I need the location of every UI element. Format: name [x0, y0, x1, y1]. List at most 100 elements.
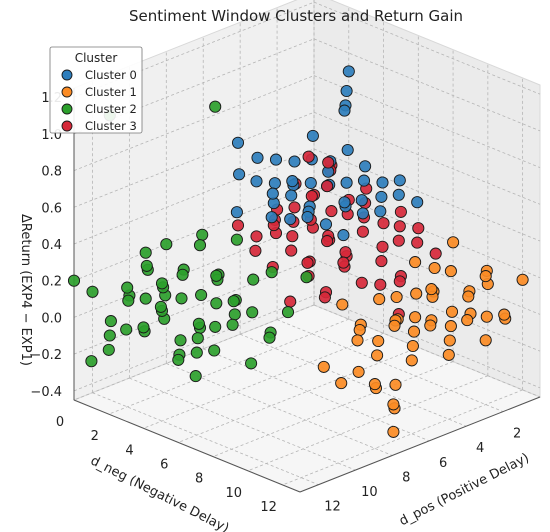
legend-label-2: Cluster 2 [85, 102, 137, 116]
point-cluster-3-40 [305, 190, 318, 203]
point-cluster-1-20 [443, 334, 456, 347]
grid-floor-y-3 [178, 347, 419, 443]
point-cluster-3-47 [250, 230, 263, 243]
point-cluster-2-49 [209, 100, 222, 113]
point-cluster-1-24 [498, 308, 511, 321]
point-cluster-1-0 [428, 261, 441, 275]
point-cluster-1-10 [372, 334, 385, 348]
point-cluster-2-3 [104, 315, 117, 328]
legend-box [49, 46, 143, 134]
xtick-3: 6 [439, 456, 447, 471]
point-cluster-2-50 [193, 239, 207, 252]
xtick-4: 8 [402, 471, 410, 486]
ytick-4: 8 [195, 472, 203, 487]
point-cluster-0-9 [250, 175, 263, 188]
point-cluster-0-43 [230, 206, 243, 219]
point-cluster-0-4 [233, 168, 246, 181]
point-cluster-1-25 [479, 334, 492, 347]
point-cluster-3-16 [429, 247, 442, 260]
point-cluster-2-11 [176, 268, 189, 281]
ytick-6: 12 [260, 500, 277, 515]
point-cluster-0-20 [376, 176, 389, 189]
point-cluster-2-35 [281, 306, 295, 319]
point-cluster-3-19 [374, 278, 387, 291]
ytick-2: 4 [125, 443, 133, 458]
point-cluster-1-30 [317, 360, 330, 373]
grid-floor-y-6 [282, 389, 523, 486]
point-cluster-0-25 [393, 174, 406, 187]
ytick-3: 6 [160, 458, 168, 473]
point-cluster-1-23 [388, 319, 401, 332]
point-cluster-0-33 [355, 194, 368, 207]
point-cluster-1-47 [479, 270, 492, 283]
point-cluster-2-34 [190, 346, 203, 359]
point-cluster-3-48 [231, 219, 245, 232]
grid-wall-z-b-7 [313, 38, 541, 132]
zaxis-label: ΔReturn (EXP4 − EXP1) [18, 214, 33, 366]
scatter-points [67, 65, 529, 438]
ztick-1: −0.2 [30, 348, 62, 363]
point-cluster-2-9 [103, 329, 116, 342]
point-cluster-3-53 [284, 295, 297, 308]
point-cluster-1-5 [336, 298, 349, 311]
point-cluster-3-26 [286, 230, 299, 243]
legend-title: Cluster [75, 51, 118, 65]
point-cluster-1-26 [461, 314, 474, 327]
point-cluster-2-17 [175, 292, 188, 305]
grid-floor-x-3 [203, 348, 430, 442]
point-cluster-0-0 [306, 129, 319, 142]
point-cluster-3-11 [339, 246, 352, 259]
point-cluster-1-17 [371, 349, 384, 362]
point-cluster-2-42 [137, 321, 150, 334]
point-cluster-1-29 [405, 354, 418, 367]
point-cluster-0-12 [304, 176, 317, 190]
point-cluster-1-42 [425, 283, 438, 296]
ztick-2: 0.0 [41, 311, 62, 326]
point-cluster-3-4 [377, 217, 390, 230]
grid-floor-x-1 [276, 319, 504, 412]
point-cluster-1-41 [444, 265, 457, 278]
point-cluster-3-21 [325, 205, 338, 218]
grid-wall-z-a-7 [73, 38, 315, 135]
grid-floor-x-2 [240, 333, 467, 427]
point-cluster-0-30 [411, 196, 424, 209]
xtick-6: 12 [324, 500, 341, 515]
grid-floor-x-4 [166, 363, 393, 456]
xtick-1: 2 [513, 427, 521, 442]
point-cluster-0-42 [301, 210, 314, 224]
point-cluster-1-11 [353, 323, 366, 337]
point-cluster-1-15 [407, 325, 421, 338]
point-cluster-3-36 [301, 256, 314, 269]
grid-wall-z-b-2 [313, 222, 541, 315]
point-cluster-1-34 [387, 398, 400, 411]
point-cluster-3-13 [393, 220, 406, 233]
legend-marker-3 [61, 120, 73, 132]
yaxis-line [73, 399, 301, 493]
point-cluster-3-55 [321, 180, 334, 193]
point-cluster-3-37 [318, 291, 331, 304]
xtick-5: 10 [361, 485, 378, 500]
point-cluster-3-34 [249, 244, 262, 257]
chart-title: Sentiment Window Clusters and Return Gai… [129, 7, 463, 25]
legend-marker-0 [61, 69, 73, 81]
legend-marker-2 [61, 103, 73, 115]
point-cluster-1-27 [442, 348, 455, 361]
xaxis-line [299, 396, 541, 493]
point-cluster-3-31 [285, 244, 298, 257]
xtick-2: 4 [476, 441, 484, 456]
ztick-4: 0.4 [41, 238, 62, 253]
point-cluster-1-32 [352, 365, 365, 378]
point-cluster-2-28 [191, 332, 204, 345]
point-cluster-2-57 [189, 370, 202, 383]
point-cluster-2-33 [209, 320, 222, 333]
point-cluster-0-44 [265, 211, 278, 224]
point-cluster-3-38 [355, 276, 368, 289]
legend-entries: Cluster 0 Cluster 1 Cluster 2 Cluster 3 [61, 68, 137, 133]
point-cluster-2-22 [192, 317, 205, 330]
point-cluster-3-9 [376, 240, 389, 253]
point-cluster-2-31 [246, 306, 259, 319]
point-cluster-1-3 [373, 293, 386, 306]
axes-grid [73, 0, 541, 486]
point-cluster-2-14 [121, 281, 134, 294]
